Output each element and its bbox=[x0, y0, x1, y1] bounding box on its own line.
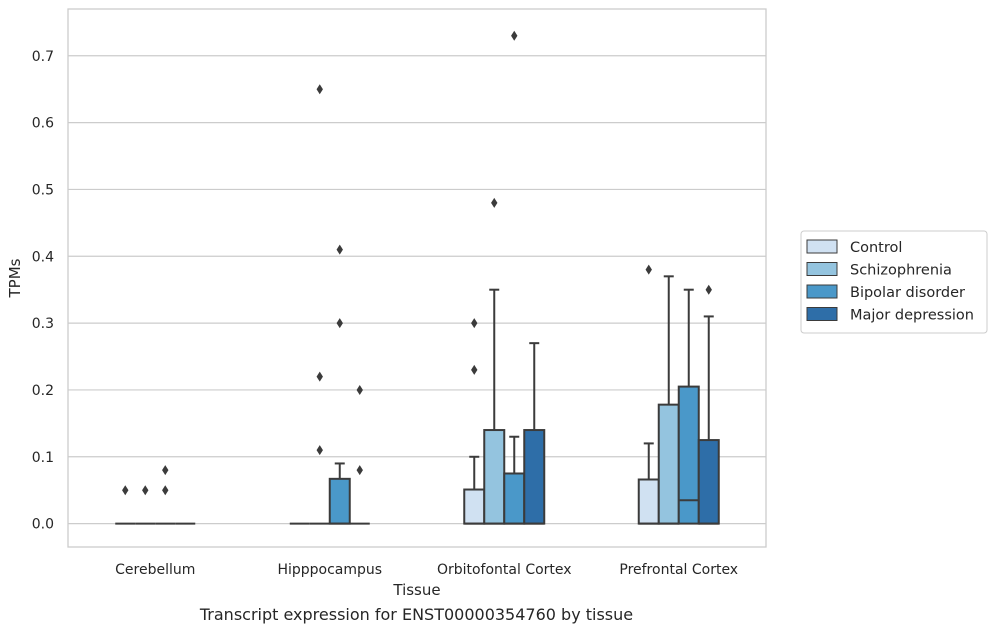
x-tick-label: Hipppocampus bbox=[277, 562, 382, 578]
box-group bbox=[328, 244, 351, 525]
outlier-point bbox=[162, 485, 169, 496]
box-group bbox=[155, 465, 176, 525]
y-tick-label: 0.1 bbox=[32, 450, 54, 466]
y-axis-label: TPMs bbox=[6, 258, 24, 298]
outlier-point bbox=[316, 445, 323, 456]
outlier-point bbox=[471, 318, 478, 329]
x-axis-ticks: Cerebellum Hipppocampus Orbitofontal Corte… bbox=[115, 562, 738, 578]
y-tick-label: 0.6 bbox=[32, 116, 54, 132]
figure-caption: Transcript expression for ENST0000035476… bbox=[199, 605, 634, 624]
outlier-point bbox=[122, 485, 129, 496]
box bbox=[483, 429, 506, 525]
outlier-point bbox=[142, 485, 149, 496]
box-group bbox=[135, 485, 156, 525]
box-group bbox=[697, 284, 720, 525]
box-group bbox=[503, 30, 526, 525]
outlier-point bbox=[471, 364, 478, 375]
box-group bbox=[463, 318, 486, 525]
box bbox=[697, 439, 720, 525]
box-marks bbox=[115, 30, 720, 525]
legend-swatch bbox=[806, 262, 838, 276]
box bbox=[328, 477, 351, 525]
y-tick-label: 0.0 bbox=[32, 517, 54, 533]
outlier-point bbox=[645, 264, 652, 275]
outlier-point bbox=[316, 371, 323, 382]
box-group bbox=[309, 84, 330, 525]
box-group bbox=[115, 485, 136, 525]
outlier-point bbox=[356, 384, 363, 395]
gridlines bbox=[68, 55, 766, 525]
x-tick-label: Cerebellum bbox=[115, 562, 195, 578]
x-axis-label: Tissue bbox=[392, 581, 440, 599]
outlier-point bbox=[705, 284, 712, 295]
box-group bbox=[657, 275, 680, 525]
x-tick-label: Orbitofontal Cortex bbox=[437, 562, 572, 578]
x-tick-label: Prefrontal Cortex bbox=[619, 562, 738, 578]
y-tick-label: 0.2 bbox=[32, 383, 54, 399]
y-tick-label: 0.5 bbox=[32, 182, 54, 198]
box bbox=[657, 403, 680, 525]
box bbox=[637, 478, 660, 525]
box bbox=[503, 472, 526, 525]
legend-frame bbox=[800, 230, 988, 334]
legend-label: Bipolar disorder bbox=[850, 285, 965, 301]
legend-label: Major depression bbox=[850, 308, 974, 324]
outlier-point bbox=[491, 197, 498, 208]
legend-swatch bbox=[806, 239, 838, 254]
y-tick-label: 0.3 bbox=[32, 316, 54, 332]
outlier-point bbox=[162, 465, 169, 476]
box-group bbox=[523, 342, 546, 525]
outlier-point bbox=[316, 84, 323, 95]
legend-label: Schizophrenia bbox=[850, 263, 952, 279]
box-group bbox=[677, 288, 700, 525]
legend: Control Schizophrenia Bipolar disorder Majo… bbox=[800, 230, 988, 334]
box bbox=[463, 488, 486, 525]
box-group bbox=[349, 384, 370, 525]
y-tick-label: 0.7 bbox=[32, 49, 54, 65]
outlier-point bbox=[336, 244, 343, 255]
legend-label: Control bbox=[850, 240, 902, 256]
plot-area-frame bbox=[67, 8, 767, 548]
y-tick-label: 0.4 bbox=[32, 249, 54, 265]
outlier-point bbox=[356, 465, 363, 476]
legend-swatch bbox=[806, 307, 838, 321]
outlier-point bbox=[336, 318, 343, 329]
legend-swatch bbox=[806, 284, 838, 299]
box bbox=[677, 385, 700, 525]
outlier-point bbox=[511, 30, 518, 41]
box-group bbox=[483, 197, 506, 525]
box-group bbox=[637, 264, 660, 525]
box bbox=[523, 429, 546, 525]
y-axis-ticks: 0.0 0.1 0.2 0.3 0.4 0.5 0.6 0.7 bbox=[32, 49, 54, 533]
